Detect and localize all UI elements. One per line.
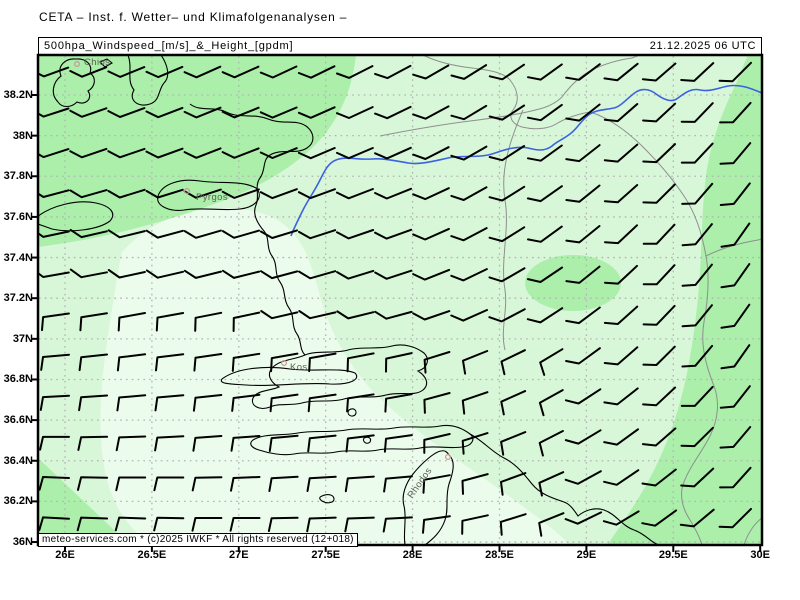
coast-islet-3 [363,436,372,444]
place-label-kos: Kos [290,362,308,373]
lon-label-28.5E: 28.5E [485,549,514,561]
admin-boundaries [379,55,762,545]
coast-south-anatolia [469,433,661,545]
page-title: CETA – Inst. f. Wetter– und Klimafolgena… [39,10,348,24]
city-markers [73,60,452,461]
lon-label-29.5E: 29.5E [658,549,688,561]
coast-datca [250,424,474,456]
lat-label-38.2N: 38.2N [3,89,33,101]
coast-samos [157,179,260,211]
wind-barb-field [38,61,752,537]
lon-label-26E: 26E [55,549,75,561]
coast-kos [220,366,358,387]
lat-label-38N: 38N [12,129,33,142]
lon-label-29E: 29E [576,549,597,561]
city-marker-rhodos [445,454,452,461]
lat-label-37.8N: 37.8N [3,170,33,183]
lat-label-36.2N: 36.2N [3,495,33,508]
lat-label-36.4N: 36.4N [3,454,33,467]
city-marker-kos [281,360,288,367]
lat-label-36N: 36N [12,536,33,549]
lat-label-36.6N: 36.6N [3,414,33,427]
lon-label-27E: 27E [229,549,249,561]
coast-karaburun [127,55,169,106]
copyright-watermark: meteo-services.com * (c)2025 IWKF * All … [38,533,358,547]
coast-islet-1 [347,408,357,417]
lon-label-28E: 28E [402,549,423,561]
shade-dark-east [607,55,762,545]
lat-label-37.4N: 37.4N [3,251,33,264]
lat-label-37.6N: 37.6N [3,210,33,223]
product-name: 500hpa_Windspeed_[m/s]_&_Height_[gpdm] [44,40,294,52]
lat-label-37N: 37N [12,332,33,345]
map-frame [36,53,764,547]
coast-izmir [189,103,314,356]
lon-label-26.5E: 26.5E [137,549,167,561]
city-marker-chios [73,60,80,67]
shade-dark-southwest [38,458,130,545]
coast-bodrum [251,344,428,409]
lon-label-30E: 30E [750,549,770,561]
axis-ticks [31,94,762,552]
coast-rhodes [402,450,454,545]
coast-islet-2 [319,494,335,504]
valid-datetime: 21.12.2025 06 UTC [649,40,756,52]
place-label-chios: Chios [84,57,111,68]
graticule [39,56,761,544]
river [290,84,762,237]
coast-ikaria [38,201,114,232]
shade-dark-northwest [38,55,356,247]
coast-islet-4 [99,58,113,68]
place-label-pyrgos: Pyrgos [196,192,228,203]
lat-label-36.8N: 36.8N [3,373,33,386]
lon-label-27.5E: 27.5E [311,549,341,561]
city-marker-pyrgos [184,188,191,195]
lat-label-37.2N: 37.2N [3,292,33,305]
